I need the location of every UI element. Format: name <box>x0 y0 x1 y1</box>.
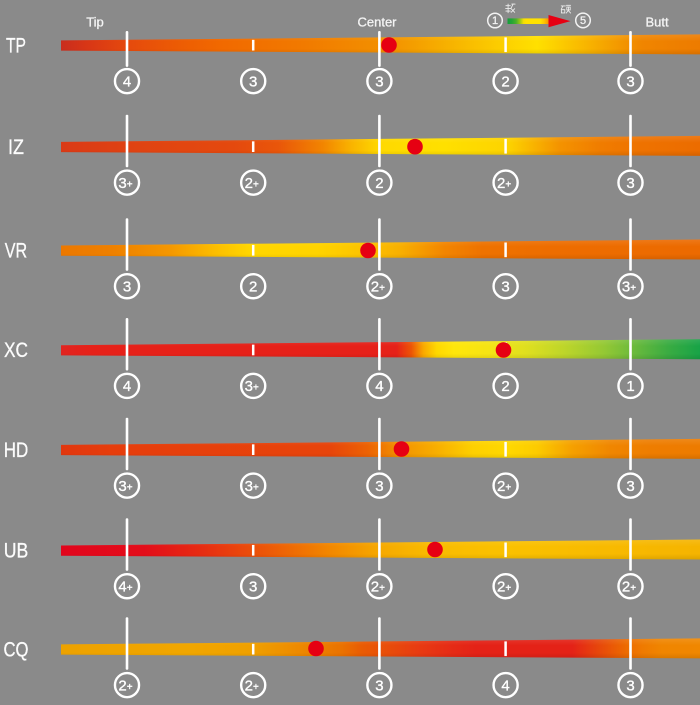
svg-text:2: 2 <box>501 73 509 90</box>
svg-text:2+: 2+ <box>371 279 385 296</box>
svg-text:Tip: Tip <box>86 15 104 30</box>
svg-text:1: 1 <box>626 378 634 395</box>
svg-text:IZ: IZ <box>8 136 24 159</box>
svg-text:2+: 2+ <box>497 175 511 192</box>
svg-text:2+: 2+ <box>622 579 636 596</box>
svg-text:3: 3 <box>123 279 131 296</box>
svg-text:3: 3 <box>626 677 634 694</box>
svg-text:5: 5 <box>580 15 586 27</box>
svg-text:2: 2 <box>375 175 383 192</box>
svg-text:2+: 2+ <box>245 677 259 694</box>
svg-text:3: 3 <box>375 73 383 90</box>
svg-text:3+: 3+ <box>245 478 259 495</box>
svg-text:3: 3 <box>375 677 383 694</box>
svg-text:3+: 3+ <box>245 378 259 395</box>
svg-text:3+: 3+ <box>118 175 132 192</box>
svg-text:4: 4 <box>123 73 131 90</box>
svg-text:4: 4 <box>501 677 509 694</box>
svg-text:VR: VR <box>5 240 28 263</box>
svg-text:4: 4 <box>375 378 383 395</box>
svg-text:Butt: Butt <box>645 15 669 30</box>
svg-text:1: 1 <box>492 15 498 27</box>
svg-text:3: 3 <box>626 73 634 90</box>
svg-text:XC: XC <box>4 339 28 362</box>
svg-text:HD: HD <box>4 439 29 462</box>
svg-text:2: 2 <box>501 378 509 395</box>
svg-text:2: 2 <box>249 279 257 296</box>
svg-text:2+: 2+ <box>497 579 511 596</box>
svg-text:CQ: CQ <box>4 638 29 661</box>
svg-text:2+: 2+ <box>118 677 132 694</box>
svg-text:2+: 2+ <box>245 175 259 192</box>
svg-text:3: 3 <box>501 279 509 296</box>
svg-text:3+: 3+ <box>622 279 636 296</box>
svg-text:3+: 3+ <box>118 478 132 495</box>
svg-text:4: 4 <box>123 378 131 395</box>
svg-text:4+: 4+ <box>118 579 132 596</box>
svg-text:Center: Center <box>357 15 397 30</box>
svg-text:3: 3 <box>249 73 257 90</box>
svg-text:3: 3 <box>626 175 634 192</box>
svg-text:2+: 2+ <box>371 579 385 596</box>
svg-text:UB: UB <box>4 540 29 563</box>
svg-text:3: 3 <box>626 478 634 495</box>
svg-text:3: 3 <box>375 478 383 495</box>
svg-text:2+: 2+ <box>497 478 511 495</box>
svg-text:3: 3 <box>249 579 257 596</box>
svg-text:TP: TP <box>6 34 26 57</box>
